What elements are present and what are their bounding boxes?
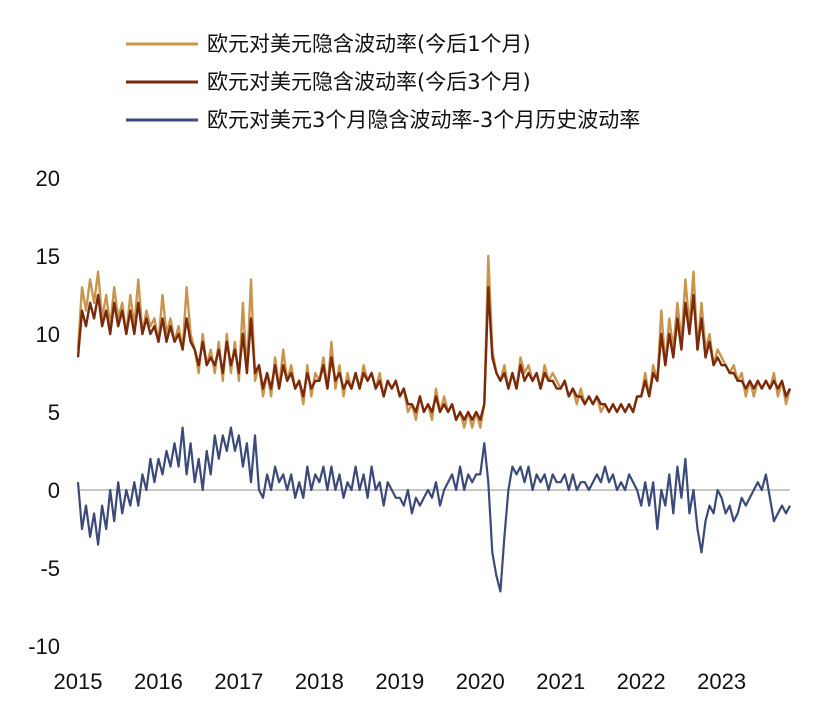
legend-label-3m-implied-vol: 欧元对美元隐含波动率(今后3个月): [207, 70, 531, 94]
x-tick-label: 2019: [375, 669, 424, 694]
y-tick-label: -10: [28, 634, 60, 659]
y-tick-label: 0: [48, 478, 60, 503]
legend: 欧元对美元隐含波动率(今后1个月) 欧元对美元隐含波动率(今后3个月) 欧元对美…: [126, 32, 640, 132]
legend-item-3m-implied-vol: 欧元对美元隐含波动率(今后3个月): [126, 70, 531, 94]
x-tick-label: 2022: [617, 669, 666, 694]
legend-item-implied-minus-historical: 欧元对美元3个月隐含波动率-3个月历史波动率: [126, 108, 640, 132]
x-tick-label: 2016: [134, 669, 183, 694]
x-tick-label: 2021: [536, 669, 585, 694]
x-tick-label: 2020: [456, 669, 505, 694]
y-tick-label: 20: [36, 166, 60, 191]
y-tick-label: 5: [48, 400, 60, 425]
x-tick-label: 2017: [214, 669, 263, 694]
legend-label-implied-minus-historical: 欧元对美元3个月隐含波动率-3个月历史波动率: [207, 108, 640, 132]
x-tick-label: 2018: [295, 669, 344, 694]
y-tick-label: -5: [40, 556, 60, 581]
y-tick-label: 15: [36, 244, 60, 269]
x-tick-label: 2023: [697, 669, 746, 694]
series-line-3m-implied-vol: [76, 286, 792, 421]
legend-item-1m-implied-vol: 欧元对美元隐含波动率(今后1个月): [126, 32, 531, 56]
x-axis: 2015 2016 2017 2018 2019 2020 2021 2022 2023: [54, 669, 747, 694]
legend-label-1m-implied-vol: 欧元对美元隐含波动率(今后1个月): [207, 32, 531, 56]
y-axis: -10 -5 0 5 10 15 20: [28, 166, 60, 659]
series-line-implied-minus-historical: [76, 426, 791, 593]
x-tick-label: 2015: [54, 669, 103, 694]
series-layer: [76, 254, 792, 593]
y-tick-label: 10: [36, 322, 60, 347]
